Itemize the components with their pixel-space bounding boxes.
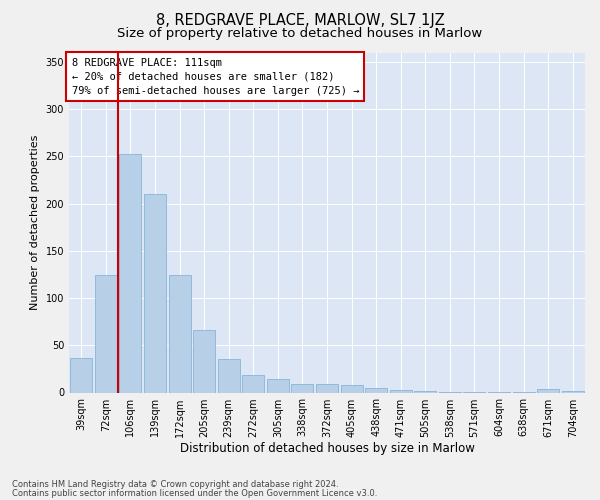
Y-axis label: Number of detached properties: Number of detached properties — [30, 135, 40, 310]
Bar — [95, 276, 117, 392]
Text: Contains public sector information licensed under the Open Government Licence v3: Contains public sector information licen… — [12, 488, 377, 498]
Bar — [70, 358, 92, 392]
Text: Size of property relative to detached houses in Marlow: Size of property relative to detached ho… — [118, 28, 482, 40]
Bar — [414, 390, 436, 392]
Bar — [119, 154, 142, 392]
Bar — [193, 330, 215, 392]
X-axis label: Distribution of detached houses by size in Marlow: Distribution of detached houses by size … — [179, 442, 475, 456]
Bar — [389, 390, 412, 392]
Bar — [562, 390, 584, 392]
Bar — [169, 276, 191, 392]
Bar — [316, 384, 338, 392]
Bar — [341, 385, 362, 392]
Bar — [292, 384, 313, 392]
Text: 8, REDGRAVE PLACE, MARLOW, SL7 1JZ: 8, REDGRAVE PLACE, MARLOW, SL7 1JZ — [155, 12, 445, 28]
Text: 8 REDGRAVE PLACE: 111sqm
← 20% of detached houses are smaller (182)
79% of semi-: 8 REDGRAVE PLACE: 111sqm ← 20% of detach… — [71, 58, 359, 96]
Bar — [365, 388, 387, 392]
Bar — [218, 360, 240, 392]
Bar — [242, 374, 265, 392]
Bar — [267, 380, 289, 392]
Text: Contains HM Land Registry data © Crown copyright and database right 2024.: Contains HM Land Registry data © Crown c… — [12, 480, 338, 489]
Bar — [537, 388, 559, 392]
Bar — [144, 194, 166, 392]
